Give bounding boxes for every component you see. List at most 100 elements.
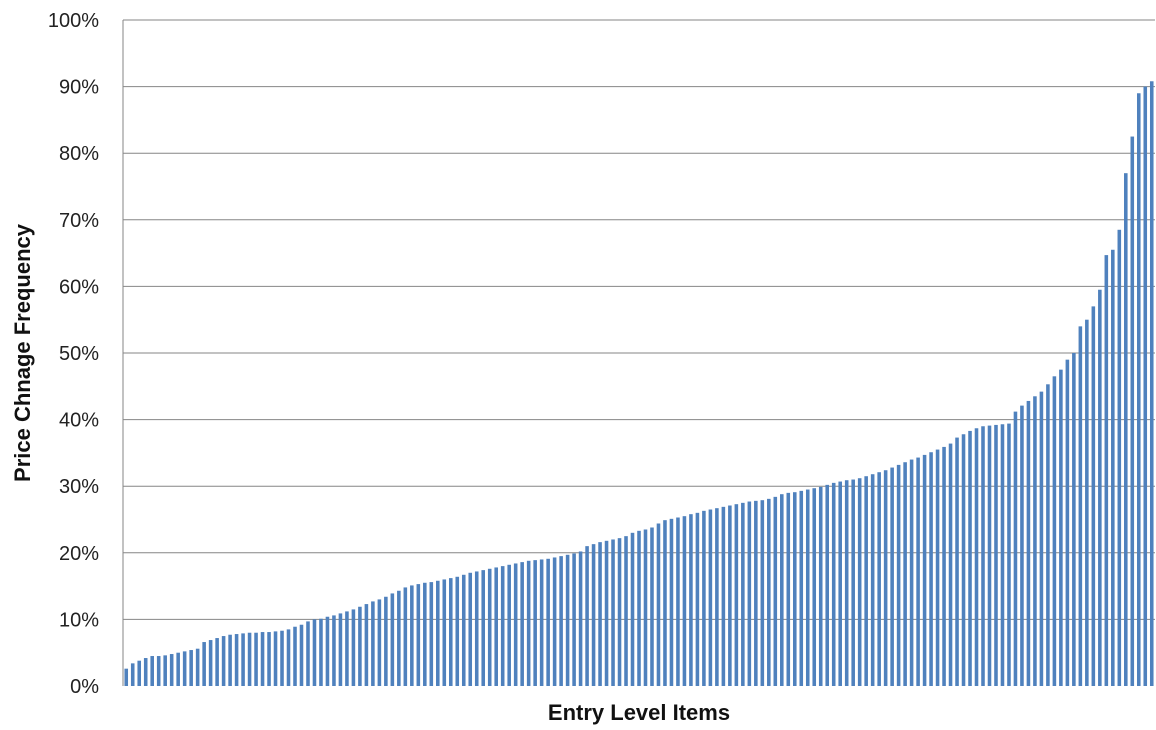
bar xyxy=(799,490,804,686)
bar xyxy=(760,500,765,686)
bar xyxy=(267,632,271,686)
bar xyxy=(416,584,421,686)
bar xyxy=(942,446,946,686)
bar xyxy=(656,523,661,686)
bar xyxy=(423,582,427,686)
bar xyxy=(611,539,615,686)
bar xyxy=(838,481,842,686)
bar xyxy=(442,579,447,686)
bar xyxy=(929,452,933,686)
bar xyxy=(643,529,648,686)
bar xyxy=(669,518,674,686)
bar xyxy=(358,606,362,686)
bar xyxy=(332,615,336,686)
bar xyxy=(371,601,375,686)
bar xyxy=(143,658,148,686)
bar xyxy=(474,571,479,686)
bar xyxy=(702,510,706,686)
bar xyxy=(215,638,219,686)
bar xyxy=(1091,306,1096,686)
bar xyxy=(1117,229,1122,687)
bar xyxy=(1065,359,1070,686)
bar xyxy=(241,633,245,686)
bar xyxy=(812,488,817,686)
bar xyxy=(410,585,414,686)
bar xyxy=(546,558,550,686)
bar xyxy=(591,544,596,686)
bar xyxy=(273,631,278,686)
bar xyxy=(254,632,258,686)
bar xyxy=(896,464,901,686)
bar xyxy=(857,478,862,686)
bar xyxy=(520,562,524,686)
bar xyxy=(663,520,667,686)
bar xyxy=(715,508,719,686)
bar xyxy=(1052,376,1057,686)
bar xyxy=(883,470,888,686)
bar xyxy=(1149,81,1154,686)
bar xyxy=(325,616,330,686)
bar xyxy=(345,611,349,686)
bar xyxy=(955,437,959,686)
bar xyxy=(403,587,408,686)
bar xyxy=(585,546,589,686)
bar xyxy=(617,538,622,686)
bar xyxy=(559,556,563,686)
x-axis-title: Entry Level Items xyxy=(548,700,730,725)
bar xyxy=(163,655,167,686)
bar xyxy=(565,554,570,686)
bar xyxy=(208,640,213,686)
bar xyxy=(156,656,161,686)
bar xyxy=(903,462,907,686)
bar xyxy=(1013,411,1018,686)
bar xyxy=(780,494,784,686)
bar xyxy=(397,590,401,686)
bar xyxy=(176,652,180,686)
bar xyxy=(169,654,174,686)
bar xyxy=(260,632,265,686)
y-axis-title: Price Chnage Frequency xyxy=(10,223,35,482)
bar xyxy=(312,619,317,686)
bar xyxy=(708,509,713,686)
bar xyxy=(805,489,810,686)
bar xyxy=(1078,326,1083,686)
y-tick-label: 40% xyxy=(59,410,99,432)
bar xyxy=(974,428,979,686)
bar xyxy=(721,506,726,686)
bar xyxy=(494,567,498,686)
bar xyxy=(306,621,310,686)
bar xyxy=(293,626,297,686)
bar xyxy=(1104,255,1109,686)
bar xyxy=(507,564,511,686)
bar xyxy=(390,593,395,686)
bar xyxy=(228,634,232,686)
bar xyxy=(338,613,343,686)
bar xyxy=(831,482,836,686)
bar xyxy=(728,505,732,686)
bar xyxy=(1026,400,1031,686)
bar xyxy=(130,663,135,686)
bar xyxy=(1111,249,1115,686)
bar xyxy=(1098,289,1102,686)
bar xyxy=(754,500,758,686)
bar xyxy=(981,426,985,686)
bar xyxy=(1059,369,1063,686)
bar xyxy=(1136,93,1141,686)
bar xyxy=(1046,384,1050,686)
bar xyxy=(598,542,602,686)
y-tick-label: 80% xyxy=(59,143,99,165)
y-tick-label: 0% xyxy=(70,676,99,698)
y-tick-label: 30% xyxy=(59,476,99,498)
bar xyxy=(364,604,369,686)
bar xyxy=(461,574,466,686)
y-tick-label: 70% xyxy=(59,210,99,232)
bar xyxy=(948,443,953,686)
bar xyxy=(818,486,823,686)
y-tick-label: 60% xyxy=(59,276,99,298)
bar xyxy=(448,578,453,686)
bar xyxy=(124,668,129,686)
bar xyxy=(1033,396,1037,686)
bar xyxy=(1007,423,1011,686)
bar xyxy=(922,454,927,686)
